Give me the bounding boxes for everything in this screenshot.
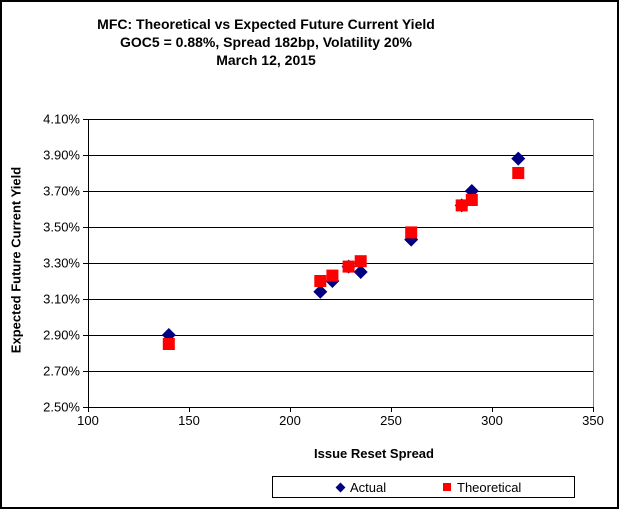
y-tick-label: 3.10% [43,292,80,307]
data-point-theoretical [512,167,525,179]
y-tick-label: 3.70% [43,184,80,199]
x-axis-title: Issue Reset Spread [314,446,434,461]
data-point-theoretical [455,199,468,212]
data-point-actual [313,284,328,299]
data-point-theoretical [162,338,175,350]
data-point-theoretical [465,194,478,206]
x-tick-label: 250 [380,413,402,428]
y-tick-label: 2.50% [43,400,80,415]
square-marker-icon [443,483,451,491]
legend-label-actual: Actual [350,479,387,495]
y-tick-label: 3.30% [43,256,80,271]
data-point-actual [511,151,526,166]
legend-item-actual: Actual [335,477,387,497]
y-tick-label: 3.90% [43,148,80,163]
chart-subtitle: GOC5 = 0.88%, Spread 182bp, Volatility 2… [120,34,412,50]
data-point-theoretical [326,269,339,282]
x-tick-label: 100 [77,413,99,428]
chart-title-block: MFC: Theoretical vs Expected Future Curr… [0,15,532,69]
x-tick-label: 300 [481,413,503,428]
y-tick-label: 2.70% [43,364,80,379]
x-tick-label: 200 [279,413,301,428]
legend: Actual Theoretical [272,476,575,498]
diamond-marker-icon [335,482,346,492]
y-tick-label: 2.90% [43,328,80,343]
legend-item-theoretical: Theoretical [443,477,521,497]
y-axis-title: Expected Future Current Yield [8,166,24,354]
x-tick-label: 350 [582,413,604,428]
legend-label-theoretical: Theoretical [457,479,522,495]
data-point-theoretical [354,255,367,268]
data-point-actual [353,265,368,279]
y-tick-label: 4.10% [43,112,80,127]
chart-title: MFC: Theoretical vs Expected Future Curr… [97,16,435,32]
y-tick-label: 3.50% [43,220,80,235]
data-point-theoretical [314,275,327,287]
data-point-theoretical [405,226,418,239]
data-point-theoretical [342,260,355,273]
chart-date: March 12, 2015 [216,52,316,68]
x-tick-label: 150 [178,413,200,428]
